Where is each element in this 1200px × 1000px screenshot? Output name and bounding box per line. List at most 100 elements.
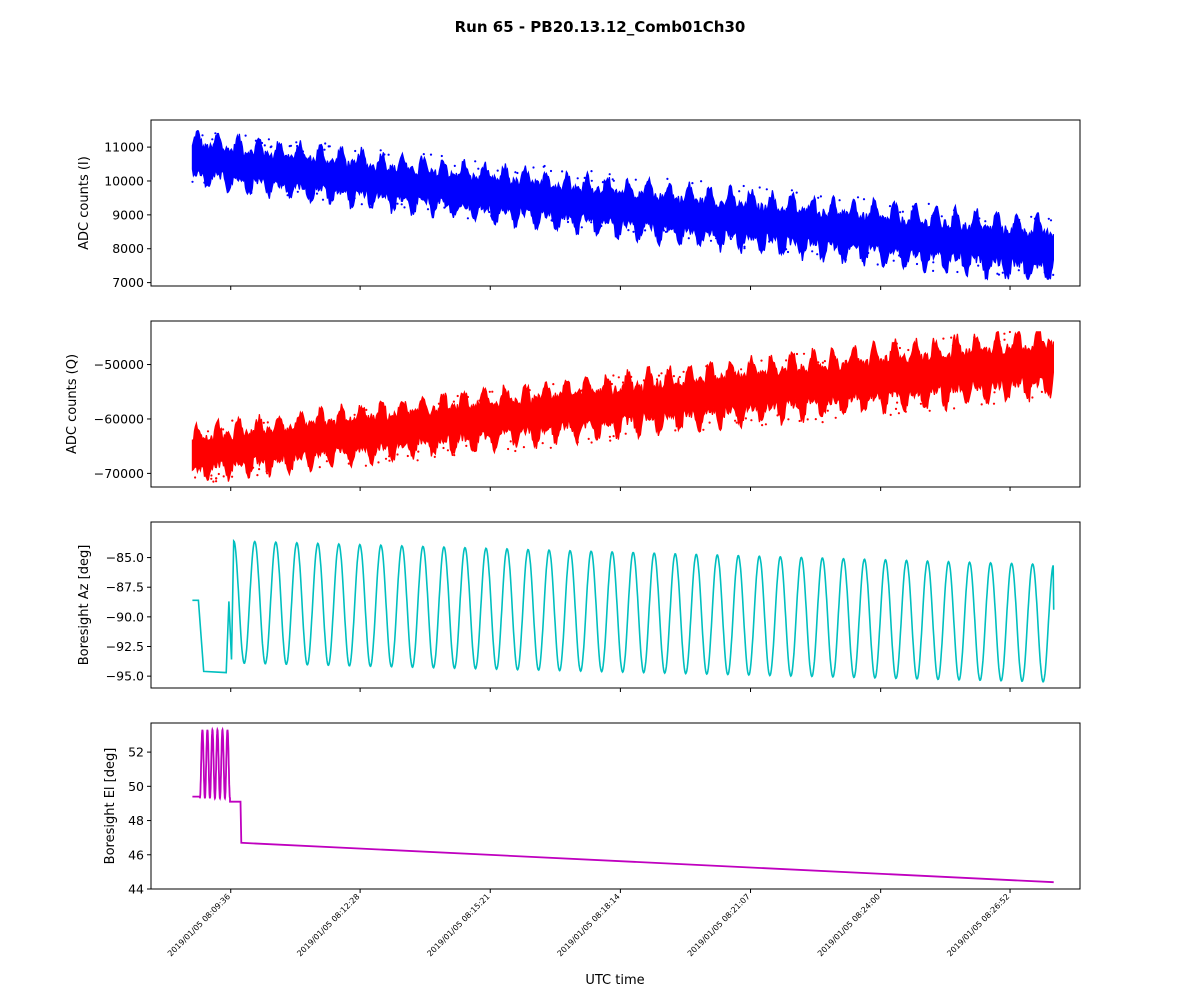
series-i-point (215, 135, 218, 138)
y-tick-label: −70000 (94, 466, 144, 481)
series-q-point (812, 363, 815, 366)
series-i-point (718, 240, 721, 243)
series-q-point (758, 417, 761, 420)
series-q-point (951, 344, 955, 347)
series-i-point (902, 256, 905, 259)
series-i-point (514, 171, 517, 174)
series-i-point (516, 171, 519, 175)
series-q-point (655, 378, 659, 381)
series-q-point (509, 440, 512, 443)
series-q-point (359, 411, 362, 414)
series-q-point (522, 446, 526, 449)
series-i-point (328, 145, 331, 148)
series-q-point (892, 341, 896, 345)
series-i-point (768, 240, 771, 243)
adc-i-x-ticks (230, 286, 1011, 290)
series-i-point (841, 251, 844, 254)
series-q-point (942, 337, 945, 340)
series-q-point (219, 428, 222, 431)
series-i-point (496, 169, 499, 172)
series-q-point (446, 449, 449, 452)
boresight-az-data (192, 538, 1055, 683)
series-i-point (400, 203, 403, 206)
series-q-point (708, 421, 711, 424)
series-q-point (610, 382, 614, 386)
y-tick-label: −95.0 (106, 669, 144, 684)
series-q-point (817, 361, 820, 364)
series-q-point (702, 428, 705, 431)
series-q-point (325, 460, 328, 463)
series-q-point (628, 375, 631, 378)
series-i-point (369, 206, 372, 209)
series-q-point (541, 442, 544, 445)
series-q-point (206, 430, 210, 433)
boresight-el-y-label: Boresight El [deg] (103, 748, 118, 865)
series-i-point (201, 134, 204, 137)
series-i-point (888, 205, 892, 208)
series-i-point (286, 194, 289, 197)
series-i-point (709, 239, 713, 242)
series-i-point (634, 178, 637, 181)
boresight-el-data (192, 726, 1054, 884)
series-i-point (644, 229, 647, 232)
series-i-point (876, 263, 879, 266)
series-i-point (700, 180, 703, 183)
series-q-point (377, 461, 380, 464)
series-i-point (1030, 215, 1033, 218)
adc-q-x-ticks (230, 487, 1011, 491)
series-i-point (823, 250, 826, 253)
boresight-az-y-label: Boresight Az [deg] (77, 545, 92, 666)
series-i-point (590, 170, 593, 173)
series-q-point (231, 475, 234, 478)
series-q-point (337, 416, 341, 419)
series-i-point (996, 272, 999, 275)
series-q-point (266, 421, 269, 424)
series-q-point (266, 472, 269, 475)
series-q-point (823, 360, 827, 363)
series-i-point (932, 269, 935, 272)
series-q-point (416, 459, 419, 462)
series-q-point (488, 390, 491, 393)
series-i-point (862, 198, 866, 201)
series-i-point (440, 154, 443, 158)
series-q-point (1005, 395, 1009, 398)
series-i-point (688, 189, 691, 192)
series-q-point (437, 402, 440, 405)
series-q-band (191, 331, 1054, 482)
series-q-point (992, 402, 996, 405)
series-q-point (587, 437, 590, 440)
series-q-point (678, 375, 681, 379)
y-tick-label: −60000 (94, 411, 144, 426)
series-q-point (318, 466, 321, 469)
series-i-point (863, 256, 866, 259)
adc-i-axes-frame (150, 119, 1081, 287)
series-q-point (252, 466, 255, 469)
series-q-point (761, 424, 764, 427)
series-q-point (744, 417, 748, 420)
series-q-point (705, 365, 708, 368)
series-i-point (354, 149, 357, 153)
series-q-point (898, 346, 902, 350)
series-i-point (331, 198, 334, 201)
series-q-point (624, 432, 627, 435)
y-tick-label: 50 (128, 779, 144, 794)
series-i-point (697, 237, 700, 240)
y-tick-label: −85.0 (106, 550, 144, 565)
series-q-point (750, 359, 753, 362)
series-q-point (612, 435, 615, 438)
y-tick-label: 8000 (112, 241, 144, 256)
series-q-point (657, 374, 661, 377)
series-q-point (617, 376, 620, 379)
series-q-point (406, 454, 409, 458)
y-tick-label: 46 (128, 847, 144, 862)
series-i-point (296, 144, 299, 148)
series-i-point (952, 209, 956, 212)
adc-q-panel: −70000 −60000 −50000 ADC counts (Q) (65, 320, 1081, 491)
series-i-point (466, 217, 469, 220)
adc-q-data (191, 330, 1054, 483)
series-i-point (387, 153, 390, 156)
series-i-point (978, 217, 981, 220)
series-q-point (552, 383, 555, 386)
y-tick-label: −87.5 (106, 580, 144, 595)
series-i-point (1043, 271, 1046, 274)
